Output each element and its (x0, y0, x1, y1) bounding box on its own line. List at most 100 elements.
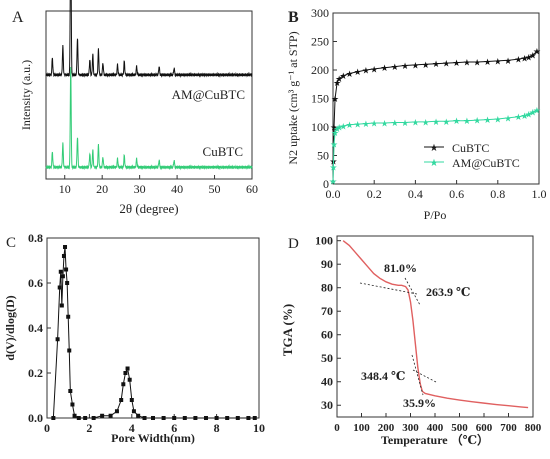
x-tick-label: 30 (134, 182, 146, 196)
pore-point (182, 416, 187, 420)
pore-point (59, 303, 64, 308)
ylabel-d: TGA (%) (280, 304, 295, 356)
isotherm-point-cubtc: ★ (362, 66, 370, 76)
isotherm-point-cubtc: ★ (483, 57, 491, 67)
isotherm-point-cubtc: ★ (463, 58, 471, 68)
y-tick-label: 0.2 (28, 366, 43, 380)
y-tick-label: 0 (323, 177, 329, 191)
pore-point (131, 409, 136, 414)
pore-point (127, 377, 132, 382)
x-tick-label: 50 (209, 182, 221, 196)
isotherm-point-am-cubtc: ★ (521, 111, 529, 121)
isotherm-point-am-cubtc: ★ (370, 119, 378, 129)
isotherm-point-am-cubtc: ★ (483, 115, 491, 125)
isotherm-point-am-cubtc: ★ (422, 117, 430, 127)
pore-point (114, 409, 119, 414)
isotherm-point-am-cubtc: ★ (329, 177, 337, 187)
isotherm-point-am-cubtc: ★ (442, 117, 450, 127)
isotherm-point-cubtc: ★ (345, 69, 353, 79)
tga-line (342, 240, 529, 409)
isotherm-point-am-cubtc: ★ (331, 128, 339, 138)
pore-point (51, 416, 56, 420)
x-axis-a: 10 20 30 40 50 60 (59, 175, 258, 196)
isotherm-point-cubtc: ★ (525, 52, 533, 62)
panel-label-a: A (12, 9, 24, 26)
pore-point (55, 337, 60, 342)
x-tick-label: 300 (402, 422, 419, 434)
series-a (45, 0, 253, 171)
pore-point (161, 416, 166, 420)
x-tick-label: 500 (451, 422, 468, 434)
y-tick-label: 50 (317, 149, 329, 163)
pore-point (91, 416, 96, 420)
panel-d: D TGA (%) Temperature （℃） 0 100 200 300 400 5… (280, 234, 542, 447)
tangent-line-1 (359, 282, 418, 295)
x-tick-label: 200 (378, 422, 395, 434)
isotherm-point-am-cubtc: ★ (329, 162, 337, 172)
legend-marker-cubtc: ★ (430, 143, 439, 154)
x-tick-label: 0.8 (490, 187, 505, 201)
isotherm-point-am-cubtc: ★ (494, 115, 502, 125)
axes-d: 0 100 200 300 400 500 600 700 800 30 40 50 60 70 80 90 1… (315, 234, 542, 434)
x-tick-label: 0.4 (408, 187, 423, 201)
isotherm-point-am-cubtc: ★ (504, 113, 512, 123)
isotherm-point-am-cubtc: ★ (529, 108, 537, 118)
pore-point (204, 416, 208, 420)
axes-b: 0.0 0.2 0.4 0.6 0.8 1.0 0 50 100 150 200 250 300 (311, 6, 547, 201)
ylabel-a: Intensity (a.u.) (19, 60, 33, 130)
isotherm-point-am-cubtc: ★ (533, 105, 541, 115)
x-tick-label: 0.2 (367, 187, 382, 201)
x-tick-label: 60 (246, 182, 258, 196)
y-tick-label: 100 (315, 234, 333, 248)
x-tick-label: 0 (334, 422, 340, 434)
legend-text-am: AM@CuBTC (452, 156, 520, 170)
panel-c: C d(V)/dlog(D) Pore Width(nm) 0 2 4 6 8 10 0.0… (3, 231, 265, 445)
y-tick-label: 40 (321, 375, 333, 389)
isotherm-point-am-cubtc: ★ (339, 121, 347, 131)
y-tick-label: 50 (321, 351, 333, 365)
panel-a: A Intensity (a.u.) 2θ (degree) AM@CuBTC … (12, 0, 258, 216)
y-tick-label: 70 (321, 304, 333, 318)
annotation-348-4: 348.4 ℃ (361, 369, 405, 383)
ylabel-c: d(V)/dlog(D) (3, 295, 17, 360)
isotherm-line-am-cubtc (332, 109, 538, 182)
isotherm-point-am-cubtc: ★ (411, 117, 419, 127)
tangent-line-2 (404, 277, 421, 306)
isotherm-point-cubtc: ★ (330, 123, 338, 133)
x-tick-label: 100 (353, 422, 370, 434)
plot-frame-d (336, 235, 534, 418)
legend-marker-am: ★ (430, 158, 439, 169)
xrd-line-cubtc (45, 67, 253, 171)
x-tick-label: 0 (44, 421, 50, 435)
pore-point (193, 416, 198, 420)
isotherm-point-cubtc: ★ (380, 63, 388, 73)
x-tick-label: 700 (500, 422, 517, 434)
xlabel-b: P/Po (424, 208, 447, 222)
isotherm-point-cubtc: ★ (333, 78, 341, 88)
xlabel-c: Pore Width(nm) (111, 431, 195, 445)
x-tick-label: 10 (59, 182, 71, 196)
series-b: ★★★★★★★★ ★ ★ ★ ★ ★ ★ ★ ★ ★ ★ ★ ★ ★ ★ ★ ★ ★★★★★★★★★★★★★ ★ ★ ★… (329, 47, 541, 187)
pore-point (225, 416, 230, 420)
annotation-35-9: 35.9% (403, 396, 436, 410)
series-d (342, 240, 529, 409)
isotherm-point-cubtc: ★ (370, 64, 378, 74)
pore-point (76, 416, 81, 420)
y-tick-label: 90 (321, 257, 333, 271)
isotherm-point-cubtc: ★ (391, 62, 399, 72)
isotherm-point-cubtc: ★ (422, 60, 430, 70)
panel-label-d: D (288, 236, 299, 252)
pore-point (246, 416, 251, 420)
pore-point (151, 416, 155, 420)
x-tick-label: 600 (476, 422, 493, 434)
y-tick-label: 300 (311, 6, 329, 20)
plot-frame-c (46, 237, 260, 419)
isotherm-point-cubtc: ★ (432, 59, 440, 69)
x-tick-label: 4 (129, 421, 135, 435)
pore-point (67, 348, 72, 353)
y-tick-label: 60 (321, 328, 333, 342)
pore-point (136, 413, 141, 418)
pore-point (66, 314, 71, 319)
isotherm-point-cubtc: ★ (339, 71, 347, 81)
